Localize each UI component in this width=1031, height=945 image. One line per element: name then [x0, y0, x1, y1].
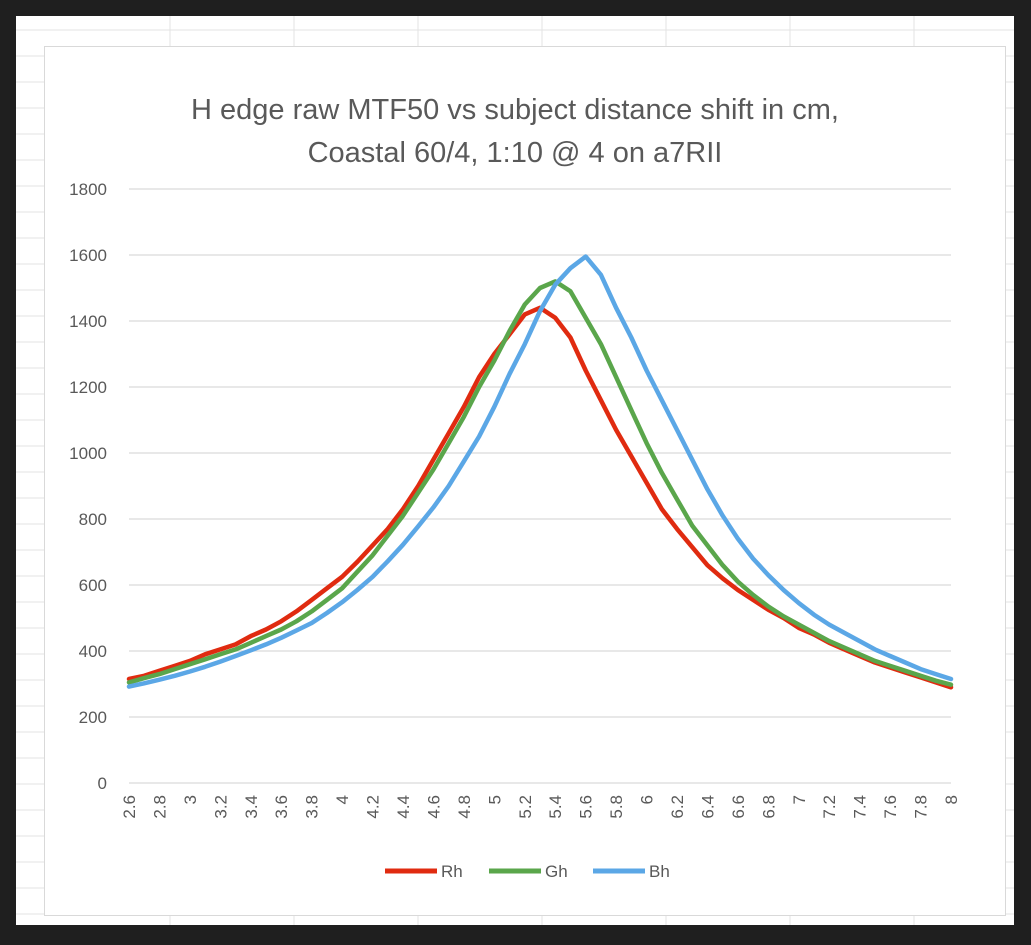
legend-label-bh: Bh [649, 862, 670, 881]
x-tick-label-15: 5.6 [577, 795, 596, 819]
chart-title: H edge raw MTF50 vs subject distance shi… [191, 94, 839, 126]
series-line-rh[interactable] [126, 305, 954, 690]
x-tick-label-8: 4.2 [364, 795, 383, 819]
x-tick-label-18: 6.2 [668, 795, 687, 819]
y-tick-label-1400: 1400 [69, 312, 107, 331]
x-tick-label-17: 6 [638, 795, 657, 804]
x-tick-label-4: 3.4 [242, 795, 261, 819]
x-tick-label-22: 7 [790, 795, 809, 804]
y-tick-label-1600: 1600 [69, 246, 107, 265]
y-tick-label-1800: 1800 [69, 180, 107, 199]
y-tick-label-0: 0 [98, 774, 107, 793]
mtf50-line-chart: H edge raw MTF50 vs subject distance shi… [69, 94, 961, 881]
x-tick-label-7: 4 [333, 795, 352, 804]
x-tick-label-2: 3 [181, 795, 200, 804]
x-axis-tick-labels: 2.6 2.8 3 3.2 3.4 3.6 3.8 4 4.2 4.4 4.6 4.8 5 5.2 5.4 5… [120, 795, 961, 819]
x-tick-label-24: 7.4 [851, 795, 870, 819]
x-tick-label-0: 2.6 [120, 795, 139, 819]
x-tick-label-27: 8 [942, 795, 961, 804]
series-lines [126, 254, 954, 690]
x-tick-label-14: 5.4 [546, 795, 565, 819]
x-tick-label-25: 7.6 [881, 795, 900, 819]
horizontal-gridlines [129, 188, 951, 784]
x-tick-label-20: 6.6 [729, 795, 748, 819]
y-tick-label-1200: 1200 [69, 378, 107, 397]
x-tick-label-5: 3.6 [272, 795, 291, 819]
x-tick-label-16: 5.8 [607, 795, 626, 819]
x-tick-label-13: 5.2 [516, 795, 535, 819]
chart-panel[interactable]: H edge raw MTF50 vs subject distance shi… [44, 46, 1006, 916]
y-axis-tick-labels: 0 200 400 600 800 1000 1200 1400 1600 1800 [69, 180, 107, 793]
x-tick-label-12: 5 [485, 795, 504, 804]
x-tick-label-6: 3.8 [303, 795, 322, 819]
x-tick-label-10: 4.6 [424, 795, 443, 819]
y-tick-label-800: 800 [79, 510, 107, 529]
y-tick-label-600: 600 [79, 576, 107, 595]
x-tick-label-1: 2.8 [150, 795, 169, 819]
x-tick-label-3: 3.2 [211, 795, 230, 819]
spreadsheet-area: H edge raw MTF50 vs subject distance shi… [16, 16, 1014, 925]
chart-legend: Rh Gh Bh [385, 862, 670, 881]
x-tick-label-23: 7.2 [820, 795, 839, 819]
series-line-bh[interactable] [126, 254, 954, 689]
x-tick-label-26: 7.8 [912, 795, 931, 819]
x-tick-label-21: 6.8 [759, 795, 778, 819]
x-tick-label-19: 6.4 [698, 795, 717, 819]
series-line-gh[interactable] [126, 279, 954, 687]
x-tick-label-11: 4.8 [455, 795, 474, 819]
chart-subtitle: Coastal 60/4, 1:10 @ 4 on a7RII [308, 137, 723, 169]
y-tick-label-1000: 1000 [69, 444, 107, 463]
legend-label-gh: Gh [545, 862, 568, 881]
legend-label-rh: Rh [441, 862, 463, 881]
x-tick-label-9: 4.4 [394, 795, 413, 819]
y-tick-label-400: 400 [79, 642, 107, 661]
y-tick-label-200: 200 [79, 708, 107, 727]
